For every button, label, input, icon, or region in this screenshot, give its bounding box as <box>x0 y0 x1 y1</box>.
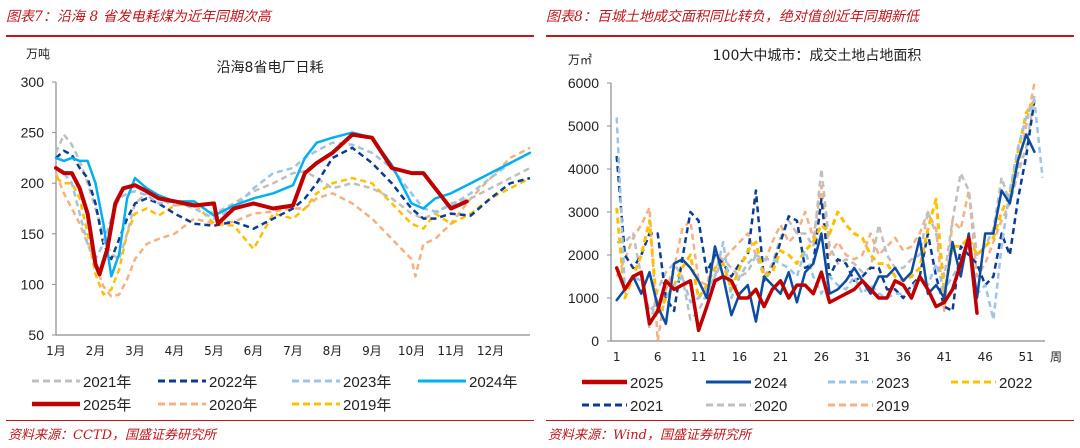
y-tick-label: 1000 <box>568 290 599 306</box>
chart-title: 沿海8省电厂日耗 <box>217 60 324 76</box>
series-line-2019 <box>615 82 1036 343</box>
x-tick-label: 10月 <box>398 344 425 358</box>
legend-label-2022: 2022年 <box>209 374 257 391</box>
x-tick-label: 41 <box>937 350 952 364</box>
left-title-rule <box>6 35 534 37</box>
series-line-2023 <box>55 141 531 261</box>
y-tick-label: 0 <box>591 333 599 349</box>
y-tick-label: 300 <box>21 74 45 90</box>
y-tick-label: 200 <box>21 175 45 191</box>
y-axis-unit-label: 万吨 <box>26 47 50 61</box>
x-tick-label: 51 <box>1019 350 1034 364</box>
x-tick-label: 1 <box>613 350 621 364</box>
series-line-2022 <box>615 99 1036 317</box>
y-tick-label: 2000 <box>568 247 599 263</box>
y-tick-label: 4000 <box>568 161 599 177</box>
x-tick-label: 11月 <box>437 344 464 358</box>
series-line-2019 <box>55 176 531 296</box>
right-source-note: 资料来源：Wind，国盛证券研究所 <box>548 428 751 443</box>
x-tick-label: 26 <box>814 350 829 364</box>
legend-label-2024: 2024 <box>754 375 787 392</box>
y-tick-label: 3000 <box>568 204 599 220</box>
legend-label-2021: 2021 <box>630 398 663 415</box>
right-source-rule <box>546 420 1074 421</box>
right-title-rule <box>546 35 1074 37</box>
y-axis-unit-label: 万㎡ <box>568 53 592 67</box>
series-line-2023 <box>615 98 1044 321</box>
x-axis-title: 周 <box>1050 350 1062 364</box>
legend-label-2023: 2023年 <box>343 374 391 391</box>
legend-label-2022: 2022 <box>999 375 1032 392</box>
x-tick-label: 31 <box>855 350 870 364</box>
x-tick-label: 9月 <box>362 344 382 358</box>
legend-label-2020: 2020年 <box>209 397 257 414</box>
series-line-2025 <box>614 236 979 333</box>
x-tick-label: 2月 <box>86 344 106 358</box>
right-figure-panel: 图表8：百城土地成交面积同比转负，绝对值创近年同期新低 100大中城市：成交土地… <box>540 0 1080 448</box>
left-figure-title: 图表7：沿海 8 省发电耗煤为近年同期次高 <box>6 9 271 25</box>
y-tick-label: 100 <box>21 276 45 292</box>
chart-title: 100大中城市：成交土地占地面积 <box>713 47 922 64</box>
land-transaction-chart: 100大中城市：成交土地占地面积 万㎡ 0 1000 2000 3000 4000 5000 6… <box>568 47 1062 415</box>
legend-label-2020: 2020 <box>754 398 787 415</box>
x-tick-label: 4月 <box>165 344 185 358</box>
series-line-2022 <box>55 146 531 261</box>
legend-label-2019: 2019年 <box>343 397 391 414</box>
x-tick-label: 11 <box>691 350 706 364</box>
x-tick-label: 3月 <box>125 344 145 358</box>
x-tick-label: 8月 <box>323 344 343 358</box>
coal-consumption-chart: 沿海8省电厂日耗 万吨 50 100 150 200 250 300 1月 2月 3月 4月 5月 6月 7… <box>21 47 532 414</box>
y-tick-label: 6000 <box>568 75 599 91</box>
series-line-2021 <box>615 100 1036 313</box>
x-tick-label: 12月 <box>477 344 504 358</box>
legend-label-2023: 2023 <box>876 375 909 392</box>
legend-label-2019: 2019 <box>876 398 909 415</box>
series-line-2025 <box>54 132 469 277</box>
left-source-rule <box>6 420 534 421</box>
x-tick-label: 5月 <box>204 344 224 358</box>
series-line-2020 <box>616 95 1036 330</box>
right-figure-title: 图表8：百城土地成交面积同比转负，绝对值创近年同期新低 <box>546 9 919 25</box>
left-source-note: 资料来源：CCTD，国盛证券研究所 <box>8 428 216 443</box>
x-tick-label: 46 <box>978 350 993 364</box>
x-tick-label: 21 <box>773 350 788 364</box>
legend-label-2021: 2021年 <box>83 374 131 391</box>
legend-label-2024: 2024年 <box>469 374 517 391</box>
y-tick-label: 5000 <box>568 118 599 134</box>
x-tick-label: 36 <box>896 350 911 364</box>
legend-label-2025: 2025年 <box>83 397 131 414</box>
y-tick-label: 50 <box>28 327 44 343</box>
series-line-2020 <box>54 146 531 298</box>
x-tick-label: 6月 <box>244 344 264 358</box>
left-figure-panel: 图表7：沿海 8 省发电耗煤为近年同期次高 沿海8省电厂日耗 万吨 50 100 150… <box>6 9 534 443</box>
x-tick-label: 6 <box>654 350 662 364</box>
x-tick-label: 1月 <box>46 344 66 358</box>
y-tick-label: 250 <box>21 125 45 141</box>
y-tick-label: 150 <box>21 226 45 242</box>
legend-label-2025: 2025 <box>630 375 663 392</box>
series-line-2024 <box>54 131 532 278</box>
x-tick-label: 7月 <box>283 344 303 358</box>
x-tick-label: 16 <box>732 350 747 364</box>
